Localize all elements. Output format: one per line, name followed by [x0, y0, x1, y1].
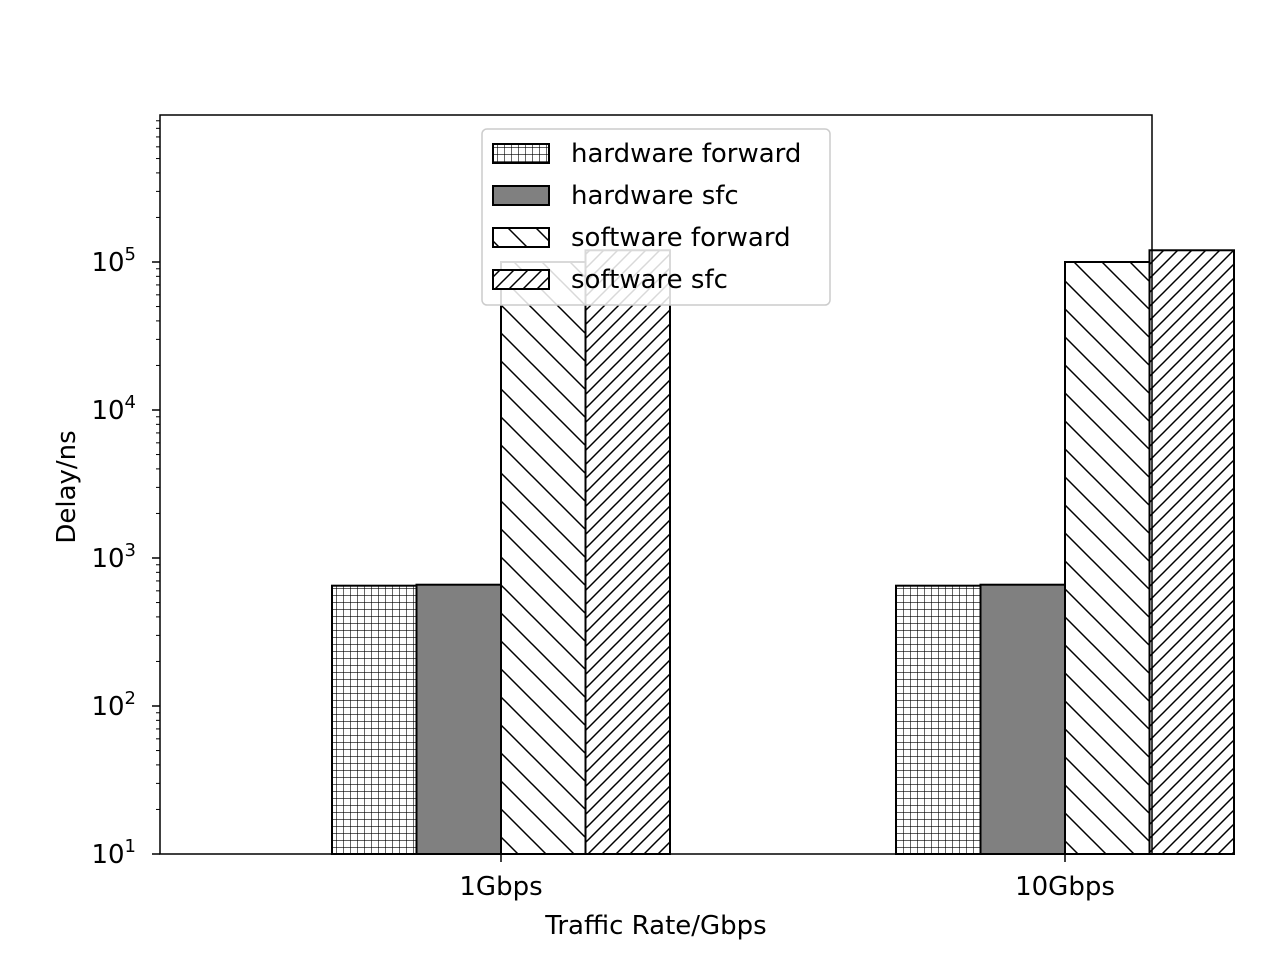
y-axis: 101 102 103 104 105: [91, 120, 160, 870]
legend-swatch-hardware-forward: [492, 143, 550, 164]
bar-software-sfc-1Gbps: [584, 249, 671, 855]
legend-label-software-sfc: software sfc: [571, 265, 728, 295]
bar-software-forward-1Gbps: [500, 261, 587, 855]
bar-hardware-forward-10Gbps: [895, 584, 982, 856]
y-tick-label: 101: [91, 836, 136, 870]
bar-hardware-forward-1Gbps: [331, 584, 418, 856]
legend-box: [481, 128, 831, 306]
y-axis-label: Delay/ns: [52, 430, 82, 543]
y-tick-label: 105: [91, 244, 136, 278]
legend-label-hardware-forward: hardware forward: [571, 139, 801, 169]
legend-swatch-software-forward: [492, 227, 550, 248]
bar-hardware-sfc-10Gbps: [979, 583, 1066, 856]
legend-swatch-hardware-sfc: [492, 185, 550, 206]
x-tick-label: 10Gbps: [1015, 872, 1115, 902]
legend-label-software-forward: software forward: [571, 223, 791, 253]
y-tick-label: 104: [91, 392, 136, 426]
plot-frame: [159, 114, 1153, 855]
legend: hardware forward hardware sfc software for…: [481, 128, 831, 306]
bar-hardware-sfc-1Gbps: [415, 583, 502, 856]
legend-label-hardware-sfc: hardware sfc: [571, 181, 739, 211]
bar-software-sfc-10Gbps: [1148, 249, 1235, 855]
legend-swatch-software-sfc: [492, 269, 550, 290]
x-tick-label: 1Gbps: [459, 872, 542, 902]
y-tick-label: 103: [91, 540, 136, 574]
x-axis-label: Traffic Rate/Gbps: [544, 911, 766, 941]
y-tick-label: 102: [91, 688, 136, 722]
x-axis: 1Gbps 10Gbps: [459, 854, 1115, 902]
bars-layer: [331, 249, 1235, 856]
bar-software-forward-10Gbps: [1064, 261, 1151, 855]
